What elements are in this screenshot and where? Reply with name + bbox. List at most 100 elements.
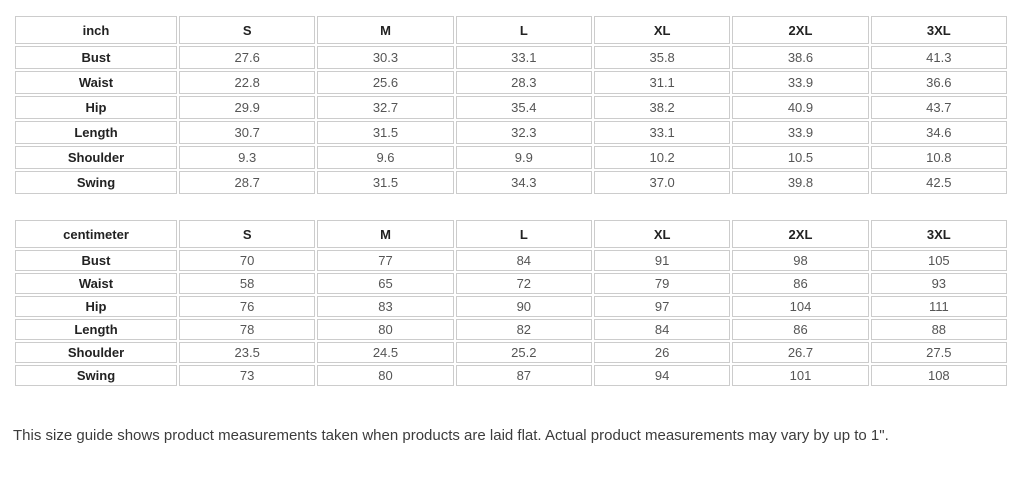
measurement-value-cell: 32.7 xyxy=(317,96,454,119)
measurement-value-cell: 26.7 xyxy=(732,342,869,363)
measurement-label-cell: Hip xyxy=(15,296,177,317)
measurement-value-cell: 108 xyxy=(870,365,1007,386)
measurement-value-cell: 34.3 xyxy=(455,171,592,194)
measurement-value-cell: 32.3 xyxy=(455,121,592,144)
table-row: Swing 28.7 31.5 34.3 37.0 39.8 42.5 xyxy=(15,171,1007,194)
measurement-value-cell: 80 xyxy=(317,319,454,340)
measurement-value-cell: 93 xyxy=(870,273,1007,294)
size-column-header: 3XL xyxy=(870,220,1007,248)
size-column-header: L xyxy=(455,220,592,248)
measurement-value-cell: 43.7 xyxy=(870,96,1007,119)
measurement-value-cell: 98 xyxy=(732,250,869,271)
measurement-value-cell: 38.2 xyxy=(593,96,731,119)
table-row: Hip 29.9 32.7 35.4 38.2 40.9 43.7 xyxy=(15,96,1007,119)
measurement-value-cell: 79 xyxy=(593,273,731,294)
header-row: centimeter S M L XL 2XL 3XL xyxy=(15,220,1007,248)
measurement-label-cell: Bust xyxy=(15,250,177,271)
measurement-value-cell: 33.1 xyxy=(455,46,592,69)
measurement-label-cell: Waist xyxy=(15,71,177,94)
measurement-value-cell: 41.3 xyxy=(870,46,1007,69)
size-column-header: 3XL xyxy=(870,16,1007,44)
measurement-value-cell: 76 xyxy=(179,296,316,317)
size-column-header: XL xyxy=(593,16,731,44)
measurement-value-cell: 111 xyxy=(870,296,1007,317)
measurement-value-cell: 9.3 xyxy=(179,146,316,169)
measurement-value-cell: 77 xyxy=(317,250,454,271)
measurement-value-cell: 34.6 xyxy=(870,121,1007,144)
measurement-value-cell: 78 xyxy=(179,319,316,340)
measurement-value-cell: 104 xyxy=(732,296,869,317)
measurement-value-cell: 10.8 xyxy=(870,146,1007,169)
table-row: Bust 70 77 84 91 98 105 xyxy=(15,250,1007,271)
measurement-value-cell: 25.6 xyxy=(317,71,454,94)
measurement-value-cell: 9.9 xyxy=(455,146,592,169)
size-column-header: 2XL xyxy=(732,16,869,44)
table-row: Hip 76 83 90 97 104 111 xyxy=(15,296,1007,317)
size-column-header: M xyxy=(317,16,454,44)
size-column-header: S xyxy=(179,220,316,248)
measurement-value-cell: 70 xyxy=(179,250,316,271)
table-row: Length 30.7 31.5 32.3 33.1 33.9 34.6 xyxy=(15,121,1007,144)
measurement-value-cell: 101 xyxy=(732,365,869,386)
measurement-value-cell: 33.9 xyxy=(732,121,869,144)
measurement-value-cell: 105 xyxy=(870,250,1007,271)
measurement-value-cell: 91 xyxy=(593,250,731,271)
measurement-value-cell: 97 xyxy=(593,296,731,317)
measurement-value-cell: 40.9 xyxy=(732,96,869,119)
measurement-value-cell: 9.6 xyxy=(317,146,454,169)
measurement-value-cell: 27.5 xyxy=(870,342,1007,363)
centimeter-size-table: centimeter S M L XL 2XL 3XL Bust 70 77 84 91 98 105 Wa… xyxy=(13,218,1009,388)
measurement-value-cell: 65 xyxy=(317,273,454,294)
measurement-value-cell: 86 xyxy=(732,319,869,340)
measurement-value-cell: 84 xyxy=(455,250,592,271)
measurement-value-cell: 82 xyxy=(455,319,592,340)
size-column-header: XL xyxy=(593,220,731,248)
measurement-value-cell: 33.9 xyxy=(732,71,869,94)
measurement-label-cell: Hip xyxy=(15,96,177,119)
measurement-value-cell: 84 xyxy=(593,319,731,340)
table-row: Swing 73 80 87 94 101 108 xyxy=(15,365,1007,386)
measurement-value-cell: 27.6 xyxy=(179,46,316,69)
table-row: Bust 27.6 30.3 33.1 35.8 38.6 41.3 xyxy=(15,46,1007,69)
measurement-label-cell: Bust xyxy=(15,46,177,69)
measurement-value-cell: 42.5 xyxy=(870,171,1007,194)
measurement-value-cell: 28.7 xyxy=(179,171,316,194)
table-spacer xyxy=(13,196,1011,218)
inch-size-table: inch S M L XL 2XL 3XL Bust 27.6 30.3 33.1 35.8 38.6 4… xyxy=(13,14,1009,196)
measurement-value-cell: 39.8 xyxy=(732,171,869,194)
measurement-value-cell: 10.2 xyxy=(593,146,731,169)
measurement-value-cell: 83 xyxy=(317,296,454,317)
measurement-value-cell: 87 xyxy=(455,365,592,386)
measurement-value-cell: 86 xyxy=(732,273,869,294)
size-column-header: L xyxy=(455,16,592,44)
measurement-value-cell: 36.6 xyxy=(870,71,1007,94)
unit-label-cell: centimeter xyxy=(15,220,177,248)
measurement-value-cell: 80 xyxy=(317,365,454,386)
measurement-label-cell: Shoulder xyxy=(15,342,177,363)
table-row: Length 78 80 82 84 86 88 xyxy=(15,319,1007,340)
measurement-label-cell: Swing xyxy=(15,365,177,386)
measurement-value-cell: 31.1 xyxy=(593,71,731,94)
measurement-value-cell: 37.0 xyxy=(593,171,731,194)
measurement-label-cell: Shoulder xyxy=(15,146,177,169)
measurement-value-cell: 30.7 xyxy=(179,121,316,144)
measurement-value-cell: 10.5 xyxy=(732,146,869,169)
unit-label-cell: inch xyxy=(15,16,177,44)
measurement-value-cell: 31.5 xyxy=(317,121,454,144)
centimeter-size-table-body: centimeter S M L XL 2XL 3XL Bust 70 77 84 91 98 105 Wa… xyxy=(15,220,1007,386)
table-row: Waist 58 65 72 79 86 93 xyxy=(15,273,1007,294)
measurement-label-cell: Swing xyxy=(15,171,177,194)
measurement-value-cell: 88 xyxy=(870,319,1007,340)
measurement-value-cell: 26 xyxy=(593,342,731,363)
size-guide-disclaimer: This size guide shows product measuremen… xyxy=(13,427,889,444)
measurement-label-cell: Length xyxy=(15,319,177,340)
measurement-value-cell: 72 xyxy=(455,273,592,294)
measurement-value-cell: 24.5 xyxy=(317,342,454,363)
measurement-value-cell: 28.3 xyxy=(455,71,592,94)
measurement-label-cell: Length xyxy=(15,121,177,144)
measurement-value-cell: 35.8 xyxy=(593,46,731,69)
measurement-value-cell: 25.2 xyxy=(455,342,592,363)
size-column-header: 2XL xyxy=(732,220,869,248)
measurement-value-cell: 29.9 xyxy=(179,96,316,119)
